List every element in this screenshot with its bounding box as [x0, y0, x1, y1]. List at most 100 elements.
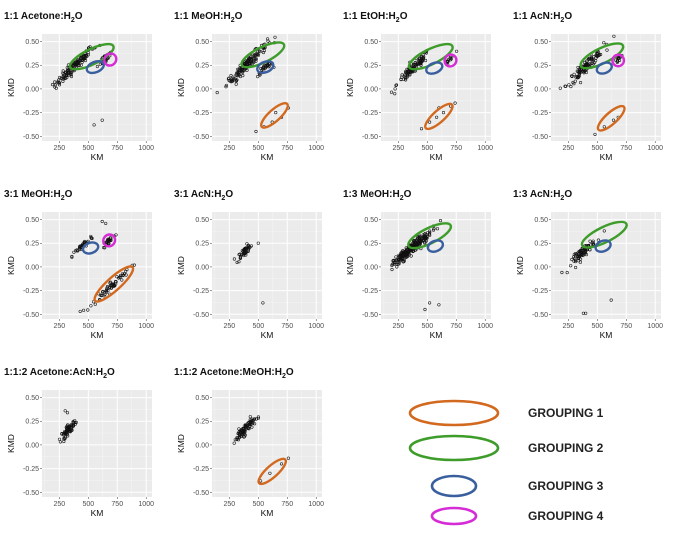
data-point — [413, 61, 417, 65]
data-point — [72, 250, 76, 254]
data-point — [77, 245, 82, 250]
data-point — [582, 248, 586, 252]
data-point — [100, 118, 104, 122]
data-point — [105, 286, 109, 290]
y-tick-label: -0.50 — [532, 134, 548, 141]
data-point — [58, 440, 62, 444]
data-point — [592, 55, 596, 59]
data-point — [53, 80, 57, 84]
data-point — [73, 420, 77, 425]
data-point — [570, 74, 574, 79]
data-point — [424, 239, 428, 243]
data-point — [244, 247, 248, 251]
data-point — [428, 233, 432, 237]
panel-title: 1:1 EtOH:H2O — [343, 11, 408, 24]
y-tick-label: 0.00 — [25, 86, 39, 93]
y-axis-label: KMD — [176, 434, 186, 453]
data-point — [247, 56, 251, 60]
y-tick-label: 0.25 — [195, 241, 209, 248]
data-point — [611, 118, 616, 122]
x-tick-label: 1000 — [647, 145, 663, 152]
grouping-3-ellipse — [85, 60, 105, 75]
data-point — [419, 56, 424, 60]
data-point — [413, 239, 417, 243]
x-tick-label: 500 — [591, 323, 603, 330]
legend-item-1: GROUPING 1 — [408, 399, 604, 427]
data-point — [563, 84, 567, 88]
data-point — [238, 252, 242, 256]
data-point — [573, 260, 578, 264]
y-tick-label: 0.25 — [25, 241, 39, 248]
y-axis-label: KMD — [345, 256, 355, 275]
x-axis-label: KM — [91, 330, 104, 340]
y-tick-label: 0.50 — [534, 217, 548, 224]
grouping-2-ellipse — [68, 42, 115, 71]
data-point — [70, 70, 74, 74]
data-point — [404, 75, 408, 80]
data-point — [266, 37, 270, 41]
y-tick-label: -0.50 — [193, 312, 209, 319]
data-point — [224, 85, 228, 89]
data-point — [408, 248, 412, 252]
grouping-3-ellipse — [425, 61, 444, 75]
x-axis-label: KM — [600, 330, 613, 340]
plot-background — [551, 212, 661, 319]
data-point — [236, 72, 240, 76]
x-tick-label: 750 — [620, 145, 632, 152]
data-point — [448, 58, 453, 62]
data-point — [252, 60, 256, 65]
x-tick-label: 250 — [54, 501, 66, 508]
plot-background — [212, 390, 322, 497]
data-point — [105, 241, 109, 245]
grouping-4-ellipse — [443, 53, 458, 68]
data-point — [65, 411, 70, 415]
data-point — [248, 422, 252, 427]
data-point — [63, 409, 67, 413]
panel-title: 1:1:2 Acetone:AcN:H2O — [4, 367, 115, 380]
y-tick-label: -0.25 — [23, 110, 39, 117]
x-tick-label: 250 — [224, 323, 236, 330]
data-point — [237, 436, 241, 440]
data-point — [72, 423, 76, 427]
panel-title: 1:1 MeOH:H2O — [174, 11, 243, 24]
data-point — [401, 260, 405, 264]
points — [232, 241, 265, 305]
data-point — [104, 221, 108, 225]
data-point — [423, 231, 427, 236]
y-tick-label: -0.25 — [23, 466, 39, 473]
y-tick-label: -0.25 — [193, 110, 209, 117]
x-axis-label: KM — [430, 152, 443, 162]
data-point — [254, 52, 258, 56]
data-point — [246, 426, 250, 430]
y-axis-label: KMD — [6, 434, 16, 453]
data-point — [61, 69, 65, 73]
x-axis-label: KM — [91, 152, 104, 162]
data-point — [583, 250, 587, 254]
data-point — [602, 229, 606, 233]
data-point — [570, 257, 574, 262]
data-point — [121, 274, 125, 278]
data-point — [577, 256, 581, 261]
data-point — [586, 63, 590, 67]
data-point — [224, 83, 228, 87]
y-tick-label: -0.25 — [193, 288, 209, 295]
x-tick-label: 750 — [281, 145, 293, 152]
data-point — [437, 303, 441, 307]
data-point — [107, 241, 111, 245]
data-point — [89, 236, 93, 240]
y-tick-label: -0.25 — [362, 110, 378, 117]
data-point — [100, 219, 104, 224]
x-tick-label: 750 — [281, 501, 293, 508]
data-point — [573, 256, 577, 260]
data-point — [74, 420, 78, 424]
data-point — [286, 456, 290, 460]
x-tick-label: 1000 — [647, 323, 663, 330]
panel-2: 1:1 MeOH:H2O 250 500 750 1000 0.50 0.25 0.00 -0.… — [174, 11, 324, 162]
panel-5: 3:1 MeOH:H2O 250 500 750 1000 0.50 0.25 0.00 -0.… — [4, 189, 154, 340]
data-point — [414, 243, 419, 247]
data-point — [570, 74, 574, 78]
data-point — [109, 286, 113, 290]
data-point — [232, 76, 236, 80]
data-point — [390, 267, 394, 272]
x-tick-label: 500 — [82, 501, 94, 508]
